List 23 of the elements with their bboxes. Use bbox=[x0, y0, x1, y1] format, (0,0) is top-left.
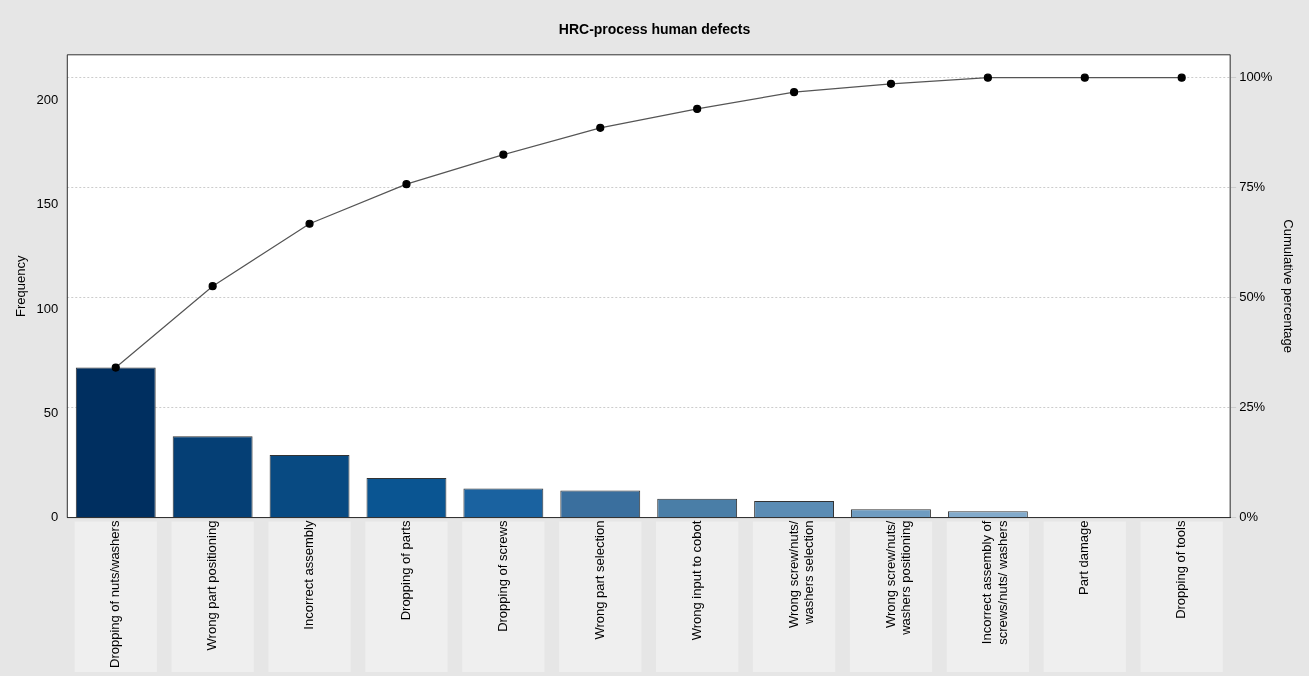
x-tick-label: Wrong input to cobot bbox=[688, 520, 704, 641]
y-tick-label: 200 bbox=[36, 92, 59, 108]
x-tick-label: Dropping of nuts/washers bbox=[107, 520, 123, 669]
x-tick-label: Dropping of tools bbox=[1173, 520, 1189, 619]
chart-title: HRC-process human defects bbox=[558, 21, 751, 38]
x-tick-label: Wrong part positioning bbox=[204, 520, 220, 651]
y-tick-label: 100 bbox=[36, 300, 59, 316]
y-axis-title: Frequency bbox=[13, 254, 29, 317]
y-tick-label: 0 bbox=[51, 509, 59, 525]
y2-tick-label: 75% bbox=[1239, 179, 1266, 195]
x-tick-label: Wrong part selection bbox=[591, 520, 607, 640]
y2-axis-title: Cumulative percentage bbox=[1280, 219, 1296, 354]
x-tick-label: Dropping of parts bbox=[398, 520, 414, 621]
x-tick-label: Dropping of screws bbox=[494, 520, 510, 632]
x-tick-label: Wrong screw/nuts/ washers selection bbox=[785, 520, 817, 629]
y2-tick-label: 25% bbox=[1239, 399, 1266, 415]
x-tick-label: Part damage bbox=[1076, 520, 1092, 596]
x-tick-label: Incorrect assembly bbox=[301, 520, 317, 630]
y2-tick-label: 50% bbox=[1239, 289, 1266, 305]
y2-tick-label: 100% bbox=[1239, 69, 1273, 85]
y-tick-label: 50 bbox=[43, 404, 59, 420]
y2-tick-label: 0% bbox=[1239, 509, 1259, 525]
y-tick-label: 150 bbox=[36, 196, 59, 212]
